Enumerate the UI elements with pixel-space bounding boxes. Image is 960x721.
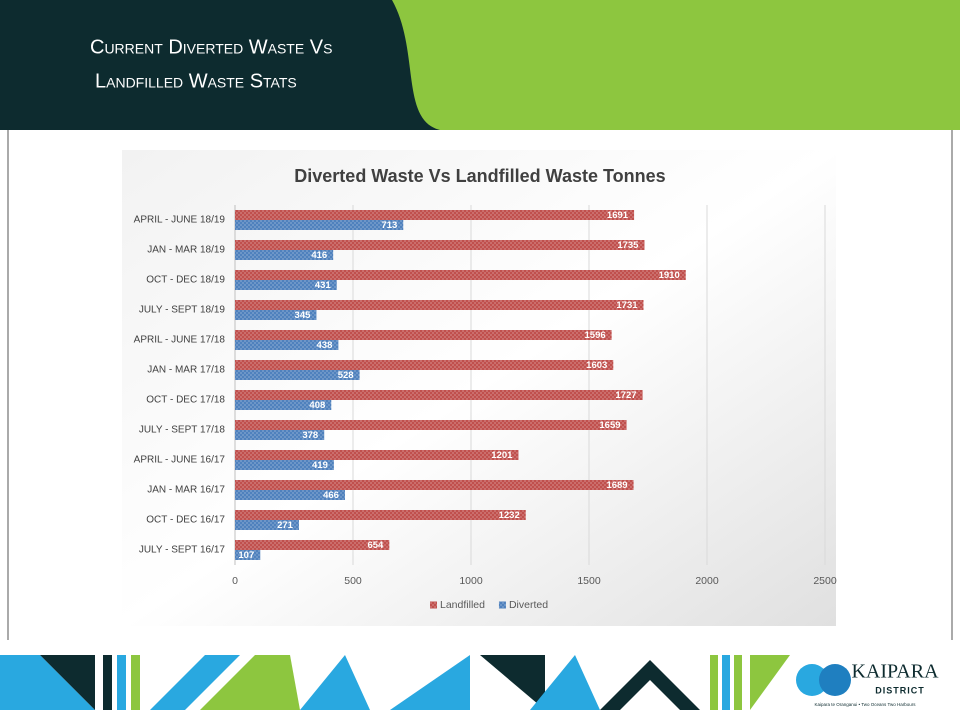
header-dark (0, 0, 440, 130)
chart-area (122, 150, 836, 626)
data-label: 1910 (659, 270, 680, 281)
x-tick-label: 500 (344, 575, 362, 587)
data-label: 1735 (617, 240, 639, 251)
legend-swatch (498, 601, 506, 609)
y-tick-label: APRIL - JUNE 17/18 (134, 335, 226, 346)
bar (235, 250, 334, 260)
x-tick-label: 2500 (813, 575, 837, 587)
bar (235, 520, 299, 530)
slide-title: Landfilled Waste Stats (95, 70, 297, 92)
y-tick-label: JAN - MAR 18/19 (147, 245, 225, 256)
bar (235, 210, 635, 220)
bar (235, 480, 634, 490)
bar (235, 490, 345, 500)
bar (235, 370, 360, 380)
decor-strip (0, 655, 790, 710)
legend-swatch (430, 601, 437, 609)
logo-icon (796, 664, 828, 696)
data-label: 1727 (615, 390, 636, 401)
bar (235, 510, 526, 520)
data-label: 1201 (491, 450, 513, 461)
data-label: 1596 (585, 330, 606, 341)
data-label: 1691 (607, 210, 629, 221)
y-tick-label: APRIL - JUNE 16/17 (134, 455, 226, 466)
y-tick-label: JULY - SEPT 16/17 (139, 545, 226, 556)
chart-title: Diverted Waste Vs Landfilled Waste Tonne… (294, 166, 665, 186)
y-tick-label: OCT - DEC 16/17 (146, 515, 225, 526)
y-tick-label: JAN - MAR 17/18 (147, 365, 225, 376)
data-label: 528 (338, 370, 354, 381)
data-label: 345 (295, 310, 312, 321)
bar (235, 550, 261, 560)
data-label: 1731 (616, 300, 638, 311)
bar (235, 340, 339, 350)
bar (235, 330, 612, 340)
bar (235, 300, 644, 310)
bar (235, 460, 334, 470)
bar (235, 450, 519, 460)
data-label: 1659 (599, 420, 620, 431)
bar (235, 430, 325, 440)
y-tick-label: OCT - DEC 18/19 (146, 275, 225, 286)
y-tick-label: JULY - SEPT 17/18 (139, 425, 226, 436)
logo: KAIPARA DISTRICT Kaipara te Oranganui • … (796, 661, 939, 707)
logo-name: KAIPARA (851, 661, 939, 683)
data-label: 408 (309, 400, 325, 411)
bar (235, 390, 643, 400)
legend-label: Landfilled (440, 599, 485, 611)
bar (235, 310, 317, 320)
logo-tagline: Kaipara te Oranganui • Two Oceans Two Ha… (815, 702, 917, 707)
data-label: 431 (315, 280, 332, 291)
logo-icon (819, 664, 851, 696)
bar (235, 420, 627, 430)
bar (235, 400, 332, 410)
data-label: 107 (238, 550, 254, 561)
bar (235, 240, 645, 250)
data-label: 416 (311, 250, 327, 261)
y-tick-label: OCT - DEC 17/18 (146, 395, 225, 406)
x-tick-label: 0 (232, 575, 238, 587)
y-tick-label: JULY - SEPT 18/19 (139, 305, 226, 316)
data-label: 1689 (606, 480, 627, 491)
data-label: 1232 (499, 510, 520, 521)
data-label: 713 (381, 220, 397, 231)
data-label: 1603 (586, 360, 607, 371)
logo-sub: DISTRICT (875, 685, 925, 695)
bar (235, 270, 686, 280)
y-tick-label: APRIL - JUNE 18/19 (134, 215, 226, 226)
legend-label: Diverted (509, 599, 548, 611)
bar (235, 540, 390, 550)
data-label: 419 (312, 460, 328, 471)
bar (235, 360, 614, 370)
bar (235, 220, 404, 230)
data-label: 271 (277, 520, 294, 531)
data-label: 378 (302, 430, 318, 441)
bar (235, 280, 337, 290)
x-tick-label: 1500 (577, 575, 601, 587)
slide-title: Current Diverted Waste Vs (90, 36, 332, 58)
data-label: 438 (317, 340, 333, 351)
x-tick-label: 2000 (695, 575, 719, 587)
data-label: 466 (323, 490, 339, 501)
x-tick-label: 1000 (459, 575, 483, 587)
y-tick-label: JAN - MAR 16/17 (147, 485, 225, 496)
data-label: 654 (367, 540, 384, 551)
